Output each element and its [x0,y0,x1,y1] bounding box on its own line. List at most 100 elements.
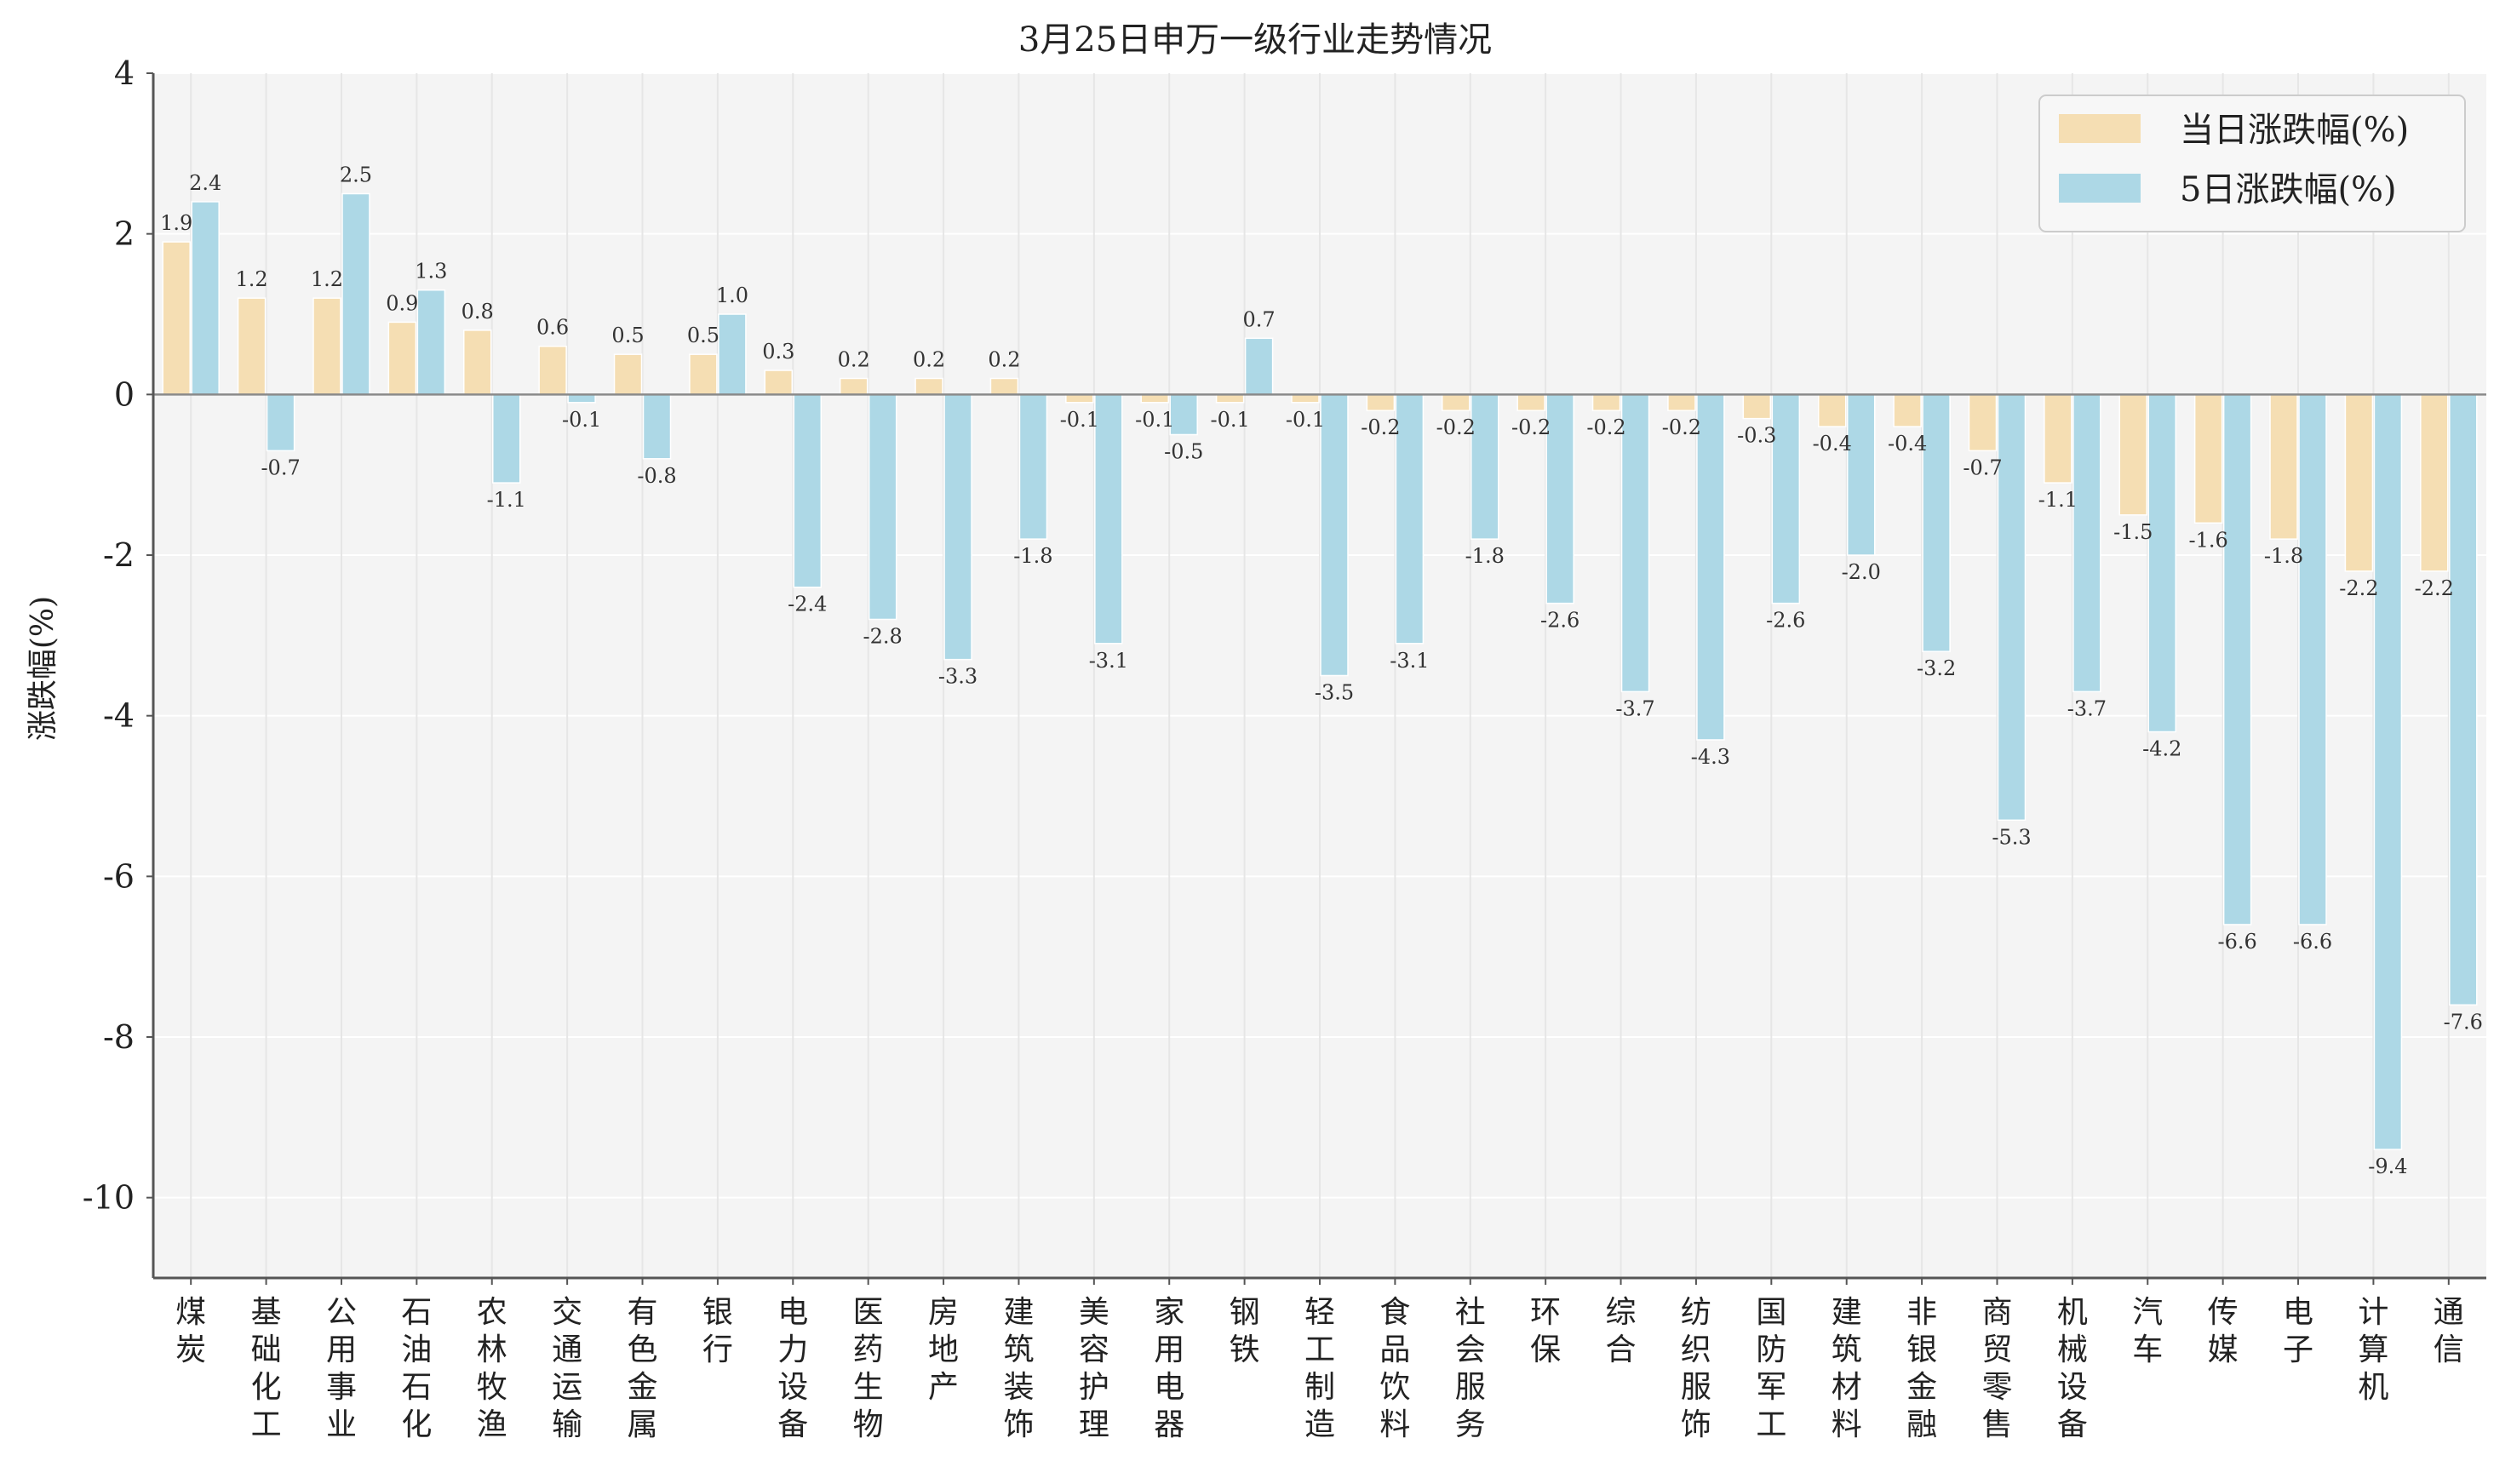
bar-5day-27 [2222,393,2252,925]
bar-daily-22 [1817,393,1847,427]
value-label-daily-24: -0.7 [1963,456,2002,479]
value-label-5day-1: -0.7 [261,456,300,479]
x-category-label: 电子 [2283,1295,2313,1367]
x-category-label: 计算机 [2358,1295,2388,1405]
bar-5day-9 [868,393,897,621]
value-label-daily-26: -1.5 [2113,520,2153,544]
value-label-5day-18: -2.6 [1540,609,1579,633]
bar-daily-26 [2118,393,2148,516]
value-label-daily-30: -2.2 [2415,576,2454,600]
bar-daily-10 [914,377,943,396]
bar-5day-0 [191,201,220,396]
bar-daily-4 [462,329,492,396]
bar-5day-1 [266,393,295,452]
value-label-layer: 1.9 2.4 1.2 -0.7 1.2 2.5 0.9 1.3 0.8 -1.1 0.6 -0.1 0… [160,163,2483,1179]
bar-5day-3 [416,289,446,396]
value-label-5day-24: -5.3 [1992,825,2031,849]
bar-daily-8 [764,370,794,396]
legend-box [2038,95,2466,232]
value-label-5day-30: -7.6 [2444,1010,2483,1034]
x-category-label: 通信 [2434,1295,2464,1367]
bar-daily-16 [1366,393,1396,411]
x-category-label: 房地产 [928,1295,959,1405]
x-category-label: 传媒 [2208,1295,2239,1367]
x-category-label: 非银金融 [1906,1295,1937,1442]
x-category-label: 建筑装饰 [1003,1295,1034,1442]
value-label-daily-16: -0.2 [1361,415,1400,439]
x-category-label: 建筑材料 [1832,1295,1862,1442]
bar-daily-0 [162,241,191,396]
bar-5day-4 [491,393,521,484]
bar-daily-17 [1442,393,1470,411]
bar-5day-5 [567,393,596,404]
bar-daily-28 [2269,393,2298,540]
bar-5day-29 [2373,393,2403,1150]
bar-daily-1 [237,297,267,396]
value-label-daily-29: -2.2 [2339,576,2378,600]
value-label-daily-18: -0.2 [1511,415,1551,439]
value-label-5day-14: 0.7 [1243,307,1276,331]
bar-daily-25 [2044,393,2072,484]
bar-daily-21 [1742,393,1772,420]
bar-daily-27 [2193,393,2223,524]
bar-daily-13 [1140,393,1169,404]
x-category-label: 银行 [702,1295,733,1367]
value-label-daily-23: -0.4 [1888,432,1927,456]
value-label-daily-19: -0.2 [1586,415,1625,439]
x-category-layer: 煤炭 基础化工 公用事业 石油石化 农林牧渔 交通运输 有色金属 银行 电力设备 医药生物 房地产 建… [175,1278,2464,1442]
x-category-label: 纺织服饰 [1681,1295,1711,1442]
y-tick-label: -8 [103,1018,135,1056]
bar-5day-2 [341,192,370,396]
bar-5day-8 [793,393,823,588]
value-label-daily-7: 0.5 [687,324,719,347]
value-label-5day-13: -0.5 [1164,440,1203,464]
value-label-5day-9: -2.8 [863,624,903,648]
value-label-daily-1: 1.2 [235,267,267,291]
value-label-daily-11: 0.2 [988,347,1020,371]
value-label-daily-13: -0.1 [1135,408,1174,432]
bar-daily-14 [1215,393,1245,404]
bar-5day-28 [2298,393,2327,925]
value-label-daily-5: 0.6 [536,316,569,340]
y-tick-label: -4 [103,697,135,735]
value-label-daily-10: 0.2 [913,347,945,371]
value-label-daily-0: 1.9 [160,211,192,235]
bar-daily-11 [989,377,1019,396]
value-label-daily-28: -1.8 [2264,544,2303,568]
bar-daily-18 [1516,393,1545,411]
bar-5day-26 [2147,393,2177,733]
bar-daily-3 [387,321,417,396]
value-label-daily-25: -1.1 [2038,488,2078,512]
bar-5day-7 [718,313,747,396]
bar-daily-6 [613,353,643,396]
legend-label-5day: 5日涨跌幅(%) [2180,170,2397,209]
bar-5day-13 [1169,393,1198,436]
bar-5day-22 [1846,393,1876,556]
x-category-label: 有色金属 [628,1295,658,1442]
value-label-5day-21: -2.6 [1766,609,1805,633]
bar-5day-6 [642,393,672,460]
value-label-5day-25: -3.7 [2067,696,2107,720]
value-label-5day-11: -1.8 [1013,544,1052,568]
bar-daily-19 [1591,393,1621,411]
value-label-5day-19: -3.7 [1615,696,1654,720]
x-category-label: 汽车 [2132,1295,2163,1367]
value-label-daily-21: -0.3 [1737,424,1776,448]
x-category-label: 农林牧渔 [477,1295,507,1442]
value-label-5day-23: -3.2 [1917,656,1956,680]
bar-5day-18 [1545,393,1574,604]
value-label-5day-3: 1.3 [415,260,447,284]
bar-daily-30 [2420,393,2449,572]
x-category-label: 交通运输 [552,1295,582,1442]
y-tick-label: 0 [114,375,135,413]
value-label-5day-5: -0.1 [562,408,601,432]
bar-daily-5 [538,345,567,396]
y-tick-label: -6 [103,857,135,895]
bar-daily-24 [1968,393,1998,452]
legend-swatch-5day [2059,174,2141,203]
x-category-label: 家用电器 [1154,1295,1184,1442]
x-category-label: 基础化工 [251,1295,282,1442]
x-category-label: 食品饮料 [1379,1295,1410,1442]
bar-5day-11 [1018,393,1048,540]
